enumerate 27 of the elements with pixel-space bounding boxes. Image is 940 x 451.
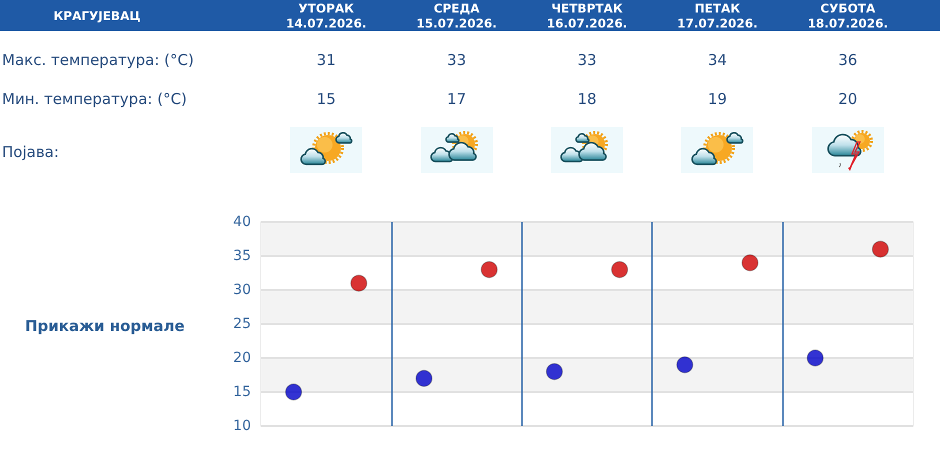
text: Прикажи нормале: [25, 317, 185, 335]
data-label: 33: [577, 51, 597, 69]
data-label: 18: [577, 90, 597, 108]
y-tick-label: 10: [233, 418, 251, 434]
data-label: 33: [447, 51, 466, 69]
data-label: 15: [316, 90, 336, 108]
text: Макс. температура: (°C): [2, 51, 194, 69]
data-label: 36: [838, 51, 858, 69]
text: СУБОТА 18.07.2026.: [808, 2, 888, 30]
data-label: 17: [447, 90, 466, 108]
text: ПЕТАК 17.07.2026.: [677, 2, 758, 30]
text: ЧЕТВРТАК 16.07.2026.: [546, 2, 628, 30]
y-tick-label: 40: [233, 214, 251, 230]
text: УТОРАК 14.07.2026.: [286, 2, 366, 30]
y-tick-label: 20: [233, 350, 251, 366]
y-tick-label: 30: [233, 282, 251, 298]
y-tick-label: 35: [233, 248, 251, 264]
data-label: 19: [708, 90, 727, 108]
text: Појава:: [2, 143, 59, 161]
y-tick-label: 15: [233, 384, 251, 400]
text: СРЕДА 15.07.2026.: [416, 2, 497, 30]
data-label: 34: [708, 51, 727, 69]
y-tick-label: 25: [233, 316, 251, 332]
text: КРАГУЈЕВАЦ: [53, 9, 141, 23]
text: Мин. температура: (°C): [2, 90, 187, 108]
data-label: 31: [316, 51, 336, 69]
data-label: 20: [838, 90, 858, 108]
